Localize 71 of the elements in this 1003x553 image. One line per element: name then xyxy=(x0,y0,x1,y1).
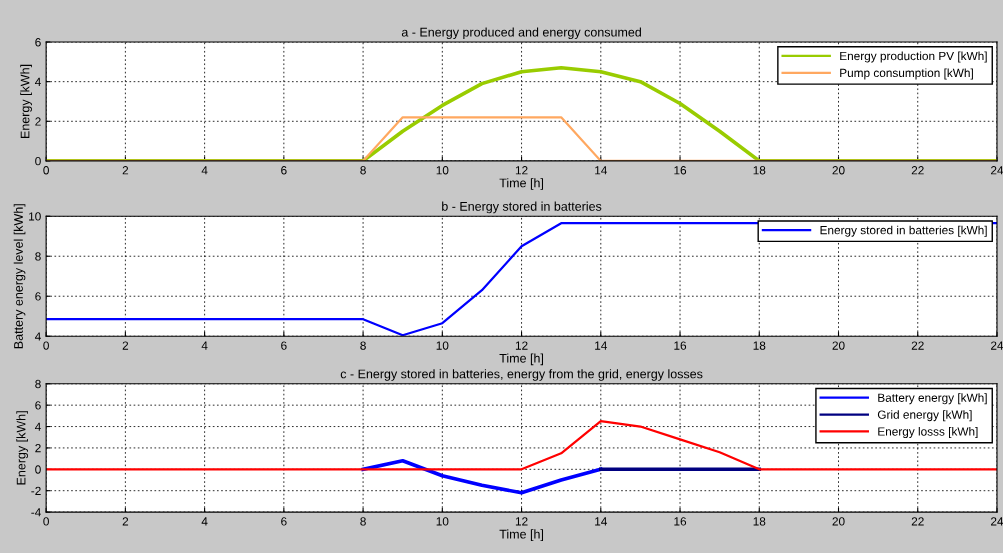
y-axis-title: Energy [kWh] xyxy=(20,64,32,138)
x-tick-label: 6 xyxy=(281,341,287,350)
x-tick-label: 16 xyxy=(674,341,687,350)
x-tick-label: 24 xyxy=(991,166,1003,175)
legend-label: Energy stored in batteries [kWh] xyxy=(820,225,987,237)
x-tick-label: 8 xyxy=(360,341,366,350)
x-tick-label: 14 xyxy=(595,517,608,526)
legend-label: Grid energy [kWh] xyxy=(877,410,972,422)
x-tick-label: 22 xyxy=(911,166,924,175)
x-tick-label: 18 xyxy=(753,517,766,526)
chart-title: a - Energy produced and energy consumed xyxy=(401,27,641,40)
x-tick-label: 2 xyxy=(122,166,129,175)
x-tick-label: 22 xyxy=(911,341,924,350)
y-tick-label: 8 xyxy=(35,252,41,261)
y-axis-title: Battery energy level [kWh] xyxy=(13,204,26,349)
x-tick-label: 2 xyxy=(122,341,129,350)
x-tick-label: 20 xyxy=(832,166,845,175)
x-tick-label: 14 xyxy=(595,341,608,350)
legend-label: Pump consumption [kWh] xyxy=(840,68,973,80)
x-tick-label: 14 xyxy=(595,166,608,175)
legend-label: Battery energy [kWh] xyxy=(878,393,987,405)
line-series xyxy=(361,458,603,495)
y-tick-label: 6 xyxy=(35,401,41,410)
x-tick-label: 12 xyxy=(515,341,528,350)
x-tick-label: 0 xyxy=(43,517,49,526)
x-tick-label: 12 xyxy=(515,517,528,526)
y-tick-label: 2 xyxy=(35,443,41,453)
y-tick-label: -2 xyxy=(31,486,41,495)
y-tick-label: 4 xyxy=(34,422,41,431)
x-tick-label: 12 xyxy=(515,166,528,175)
y-tick-label: 2 xyxy=(35,117,41,126)
y-tick-label: 6 xyxy=(35,292,41,301)
y-tick-label: 4 xyxy=(34,332,41,341)
x-tick-label: 22 xyxy=(911,517,924,526)
y-tick-label: 0 xyxy=(35,465,41,474)
legend-label: Energy losss [kWh] xyxy=(878,427,978,439)
x-tick-label: 8 xyxy=(360,166,366,175)
chart-title: b - Energy stored in batteries xyxy=(442,201,602,214)
x-tick-label: 18 xyxy=(753,341,766,350)
x-tick-label: 20 xyxy=(832,341,845,350)
line-series xyxy=(46,420,997,471)
x-tick-label: 20 xyxy=(832,517,845,526)
y-tick-label: 6 xyxy=(35,38,41,47)
x-tick-label: 24 xyxy=(991,517,1003,526)
legend-label: Energy production PV [kWh] xyxy=(840,51,987,63)
x-tick-label: 4 xyxy=(201,341,208,350)
chart-title: c - Energy stored in batteries, energy from the grid, energy losses xyxy=(340,369,703,381)
x-tick-label: 16 xyxy=(674,517,687,526)
x-tick-label: 6 xyxy=(281,166,287,175)
y-tick-label: 8 xyxy=(35,379,41,389)
x-tick-label: 0 xyxy=(43,341,49,350)
x-tick-label: 0 xyxy=(43,166,49,175)
x-tick-label: 4 xyxy=(201,517,208,526)
y-tick-label: 4 xyxy=(34,77,41,86)
x-tick-label: 16 xyxy=(674,166,687,175)
x-axis-title: Time [h] xyxy=(499,529,544,541)
x-axis-title: Time [h] xyxy=(499,178,544,190)
x-tick-label: 10 xyxy=(436,517,449,526)
x-tick-label: 10 xyxy=(436,166,449,175)
x-tick-label: 6 xyxy=(281,517,287,526)
x-tick-label: 18 xyxy=(753,166,766,175)
y-tick-label: -4 xyxy=(31,508,41,517)
x-tick-label: 8 xyxy=(360,517,366,526)
x-tick-label: 24 xyxy=(991,341,1003,350)
y-tick-label: 10 xyxy=(29,212,41,221)
y-axis-title: Energy [kWh] xyxy=(16,411,28,485)
x-tick-label: 4 xyxy=(201,166,208,175)
y-tick-label: 0 xyxy=(35,156,41,166)
x-tick-label: 2 xyxy=(122,517,129,526)
x-tick-label: 10 xyxy=(436,341,449,350)
x-axis-title: Time [h] xyxy=(499,353,544,366)
